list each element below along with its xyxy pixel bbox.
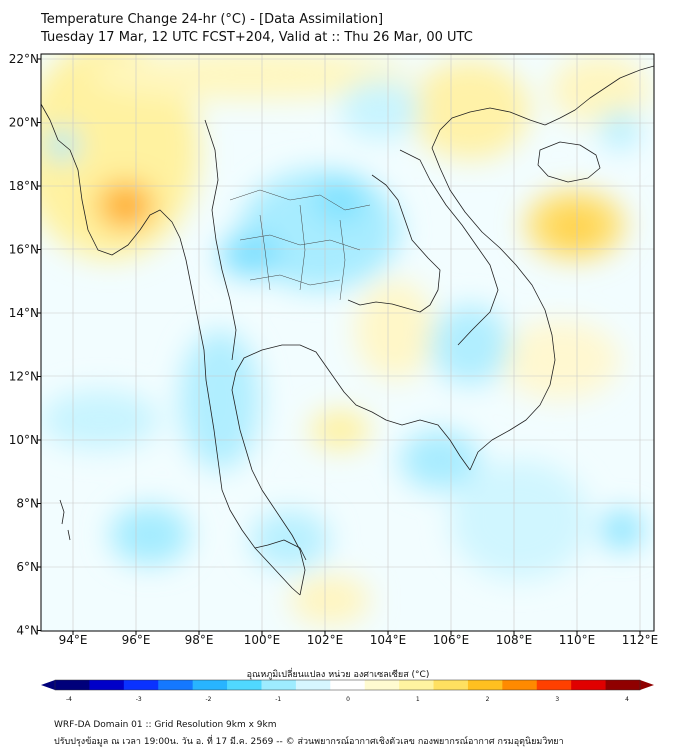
colorbar-swatch — [571, 680, 607, 690]
colorbar-swatch — [55, 680, 90, 690]
hainan-island — [537, 141, 601, 183]
map-frame — [40, 53, 655, 632]
lat-tick-label: 10°N — [9, 433, 39, 447]
colorbar-swatch — [433, 680, 469, 690]
admin-boundaries — [229, 189, 371, 301]
colorbar-swatch — [295, 680, 331, 690]
lon-tick-label: 104°E — [370, 633, 407, 647]
colorbar-tick-label: 2 — [486, 696, 490, 703]
lon-tick-label: 96°E — [122, 633, 151, 647]
lon-tick-label: 100°E — [244, 633, 281, 647]
footer-model-info: WRF-DA Domain 01 :: Grid Resolution 9km … — [54, 720, 277, 730]
colorbar-swatch — [467, 680, 503, 690]
coastline-south-china — [544, 65, 654, 126]
colorbar-tick-label: 4 — [625, 696, 629, 703]
temperature-field — [41, 54, 650, 625]
colorbar-tick-label: -4 — [66, 696, 72, 703]
colorbar — [41, 679, 654, 691]
colorbar-swatch — [605, 680, 641, 690]
colorbar-swatch — [261, 680, 297, 690]
colorbar-tick-label: -2 — [206, 696, 212, 703]
coastline-vietnam-east — [431, 107, 556, 471]
chart-title: Temperature Change 24-hr (°C) - [Data As… — [41, 12, 384, 27]
colorbar-tick-label: -3 — [136, 696, 142, 703]
colorbar-swatch — [364, 680, 400, 690]
colorbar-max-arrow — [640, 680, 654, 690]
colorbar-tick-label: -1 — [275, 696, 281, 703]
colorbar-swatch — [192, 680, 228, 690]
laos-vietnam-border — [399, 149, 499, 346]
coastline-myanmar-west — [41, 103, 301, 596]
lon-tick-label: 112°E — [622, 633, 659, 647]
colorbar-swatch — [330, 680, 366, 690]
lon-tick-label: 110°E — [559, 633, 596, 647]
colorbar-swatch — [502, 680, 538, 690]
colorbar-tick-label: 0 — [346, 696, 350, 703]
chart-subtitle: Tuesday 17 Mar, 12 UTC FCST+204, Valid a… — [41, 30, 473, 45]
lat-tick-label: 4°N — [16, 624, 39, 638]
malaysia-thailand-border — [254, 539, 307, 561]
colorbar-swatch — [89, 680, 125, 690]
thailand-cambodia-border — [347, 174, 441, 313]
colorbar-tick-label: 1 — [416, 696, 420, 703]
colorbar-frame — [54, 679, 641, 691]
lat-tick-label: 18°N — [9, 179, 39, 193]
andaman-islands — [59, 499, 71, 541]
lat-tick-label: 6°N — [16, 560, 39, 574]
thailand-myanmar-border — [204, 119, 237, 361]
lat-tick-label: 14°N — [9, 306, 39, 320]
colorbar-swatch — [399, 680, 435, 690]
lon-tick-label: 94°E — [59, 633, 88, 647]
colorbar-swatch — [123, 680, 159, 690]
colorbar-swatch — [227, 680, 262, 690]
lat-tick-label: 16°N — [9, 243, 39, 257]
graticule — [41, 54, 654, 631]
coastline-gulf-of-thailand — [231, 344, 471, 596]
lat-tick-label: 8°N — [16, 497, 39, 511]
lat-tick-label: 22°N — [9, 52, 39, 66]
lon-tick-label: 98°E — [185, 633, 214, 647]
colorbar-label: อุณหภูมิเปลี่ยนแปลง หน่วย องศาเซลเซียส (… — [246, 670, 430, 680]
colorbar-swatch — [536, 680, 572, 690]
lon-tick-label: 102°E — [307, 633, 344, 647]
colorbar-swatch — [158, 680, 194, 690]
colorbar-tick-label: 3 — [555, 696, 559, 703]
lon-tick-label: 108°E — [496, 633, 533, 647]
lat-tick-label: 20°N — [9, 116, 39, 130]
lon-tick-label: 106°E — [433, 633, 470, 647]
colorbar-min-arrow — [41, 680, 55, 690]
lat-tick-label: 12°N — [9, 370, 39, 384]
footer-credit: ปรับปรุงข้อมูล ณ เวลา 19:00น. วัน อ. ที่… — [54, 737, 564, 747]
